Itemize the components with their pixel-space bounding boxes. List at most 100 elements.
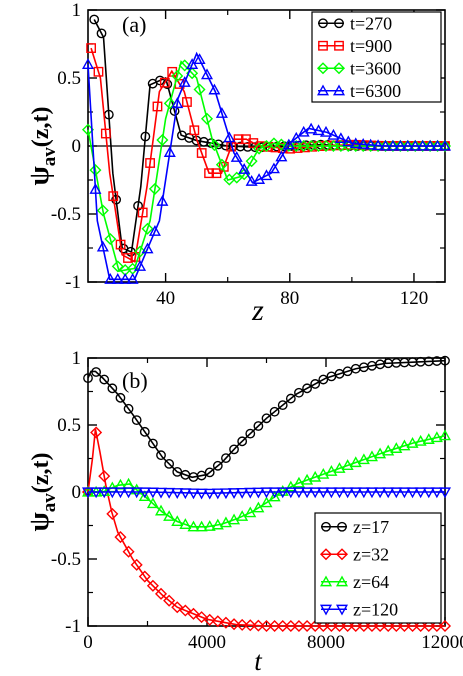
series-point-4: [424, 139, 437, 151]
y-axis-label: ψav(z,t): [24, 107, 60, 186]
series-point-3: [357, 453, 370, 465]
series-point-3: [89, 164, 102, 177]
legend-marker: [334, 40, 344, 51]
legend-marker: [319, 548, 333, 561]
x-axis-label: t: [254, 646, 263, 676]
series-point-1: [99, 374, 110, 385]
x-tick-label: 80: [280, 288, 299, 309]
series-point-3: [219, 516, 232, 528]
series-point-3: [430, 431, 443, 443]
y-tick-label: -0.5: [51, 204, 81, 225]
series-point-3: [414, 434, 427, 446]
series-point-2: [138, 570, 151, 583]
series-point-1: [107, 383, 118, 394]
series-point-4: [394, 139, 407, 151]
series-point-2: [430, 619, 443, 633]
series-point-1: [235, 141, 246, 152]
series-point-4: [106, 487, 119, 499]
series-point-4: [438, 139, 452, 151]
series-point-4: [319, 125, 333, 137]
series-point-4: [364, 138, 377, 150]
series-point-3: [245, 155, 258, 168]
series-point-1: [261, 413, 272, 424]
series-point-4: [349, 487, 362, 499]
series-point-3: [284, 480, 297, 492]
series-point-4: [386, 139, 399, 151]
series-point-2: [93, 66, 104, 77]
series-point-4: [219, 488, 232, 500]
series-point-2: [114, 531, 127, 544]
series-point-1: [83, 373, 93, 383]
y-axis-label-sub: av: [39, 147, 60, 167]
series-point-4: [290, 131, 303, 143]
series-point-3: [208, 139, 221, 152]
series-point-3: [228, 513, 241, 525]
legend-marker: [316, 62, 330, 75]
series-point-1: [269, 406, 280, 417]
series-point-4: [422, 487, 435, 499]
series-point-3: [171, 515, 184, 527]
series-point-2: [244, 619, 257, 632]
series-point-2: [130, 558, 143, 571]
x-tick-label: 0: [83, 632, 93, 653]
series-point-3: [146, 497, 159, 509]
series-point-4: [89, 183, 102, 194]
series-point-4: [122, 487, 135, 499]
y-tick-label: 0: [72, 136, 82, 157]
series-point-4: [342, 135, 355, 147]
series-point-1: [237, 436, 248, 447]
legend-label: z=64: [353, 572, 389, 592]
series-point-4: [334, 132, 347, 144]
series-point-3: [333, 462, 346, 473]
series-point-2: [398, 619, 411, 633]
y-axis-label-args: (z,t): [28, 453, 54, 494]
series-point-4: [297, 125, 310, 137]
x-axis-label: z: [251, 294, 264, 327]
series-point-2: [179, 604, 192, 617]
series-point-3: [292, 476, 305, 488]
series-point-4: [104, 273, 117, 284]
panel-label: (a): [122, 12, 146, 37]
series-point-4: [155, 487, 168, 499]
series-point-2: [196, 148, 207, 158]
series-point-1: [310, 379, 321, 389]
y-tick-label: -1: [65, 272, 81, 293]
series-point-2: [357, 619, 370, 633]
series-point-3: [317, 467, 330, 479]
legend-label: z=32: [353, 544, 389, 564]
series-point-2: [187, 607, 200, 620]
series-point-4: [200, 68, 214, 80]
y-tick-label: 0.5: [57, 68, 81, 89]
series-point-2: [211, 615, 224, 628]
series-point-1: [294, 387, 304, 398]
series-point-4: [312, 124, 325, 136]
series-point-1: [302, 383, 312, 394]
series-point-4: [90, 487, 103, 499]
series-point-4: [193, 53, 206, 65]
series-point-4: [179, 488, 192, 500]
series-point-3: [406, 437, 419, 448]
series-point-2: [108, 191, 119, 202]
x-tick-label: 12000: [421, 632, 463, 653]
series-point-2: [203, 613, 216, 626]
series-point-4: [325, 487, 338, 499]
series-point-2: [152, 101, 163, 112]
y-axis-label-text: ψav(z,t): [24, 107, 60, 186]
series-point-3: [365, 450, 378, 462]
series-point-2: [171, 601, 184, 614]
series-point-3: [130, 483, 143, 495]
series-point-3: [148, 182, 161, 195]
series-point-4: [203, 488, 216, 500]
series-point-4: [238, 163, 251, 174]
series-point-4: [141, 242, 154, 254]
legend-marker: [318, 18, 328, 29]
series-point-3: [374, 447, 387, 459]
series-point-1: [140, 131, 151, 142]
series-point-4: [327, 128, 340, 140]
y-axis-label-sub: av: [39, 493, 60, 513]
y-axis-label: ψav(z,t): [24, 453, 60, 532]
series-point-4: [148, 225, 161, 236]
series-point-4: [119, 273, 132, 284]
series-point-2: [204, 168, 214, 179]
